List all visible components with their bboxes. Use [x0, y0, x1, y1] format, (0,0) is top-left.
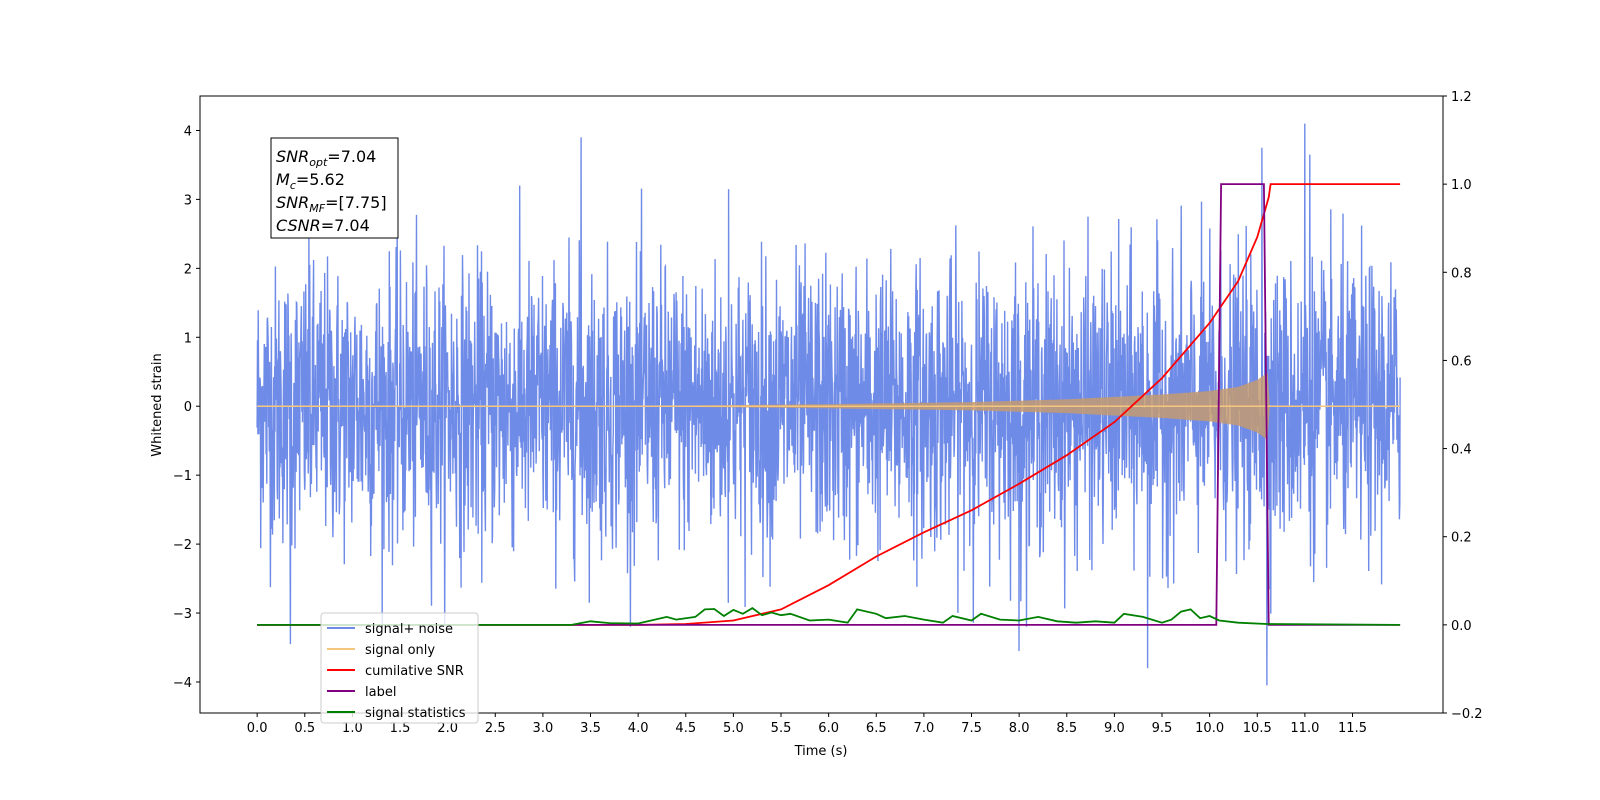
x-tick-label: 4.0 — [628, 721, 649, 736]
x-axis-label: Time (s) — [794, 744, 848, 759]
x-tick-label: 1.0 — [342, 721, 363, 736]
stats-line: SNRMF=[7.75] — [276, 193, 387, 215]
stats-box-frame — [270, 137, 399, 239]
y2-tick-label: 0.0 — [1451, 619, 1472, 634]
legend: signal+ noise signal only cumilative SNR la… — [320, 612, 479, 724]
y-tick-label: −3 — [173, 607, 192, 622]
y2-tick-label: 1.2 — [1451, 90, 1472, 105]
series-layer — [256, 123, 1401, 686]
legend-frame — [320, 612, 479, 724]
y-axis-right: −0.2 0.0 0.2 0.4 0.6 0.8 1.0 1.2 — [1443, 90, 1483, 722]
legend-label: cumilative SNR — [365, 664, 464, 679]
stats-line: CSNR=7.04 — [276, 216, 370, 235]
stats-line: SNRopt=7.04 — [276, 147, 376, 169]
x-tick-label: 6.5 — [866, 721, 887, 736]
legend-label: signal+ noise — [365, 622, 453, 637]
y2-tick-label: 0.6 — [1451, 354, 1472, 369]
x-tick-label: 11.0 — [1290, 721, 1319, 736]
stats-line: Mc=5.62 — [276, 170, 345, 192]
x-tick-label: 2.0 — [437, 721, 458, 736]
x-tick-label: 7.5 — [961, 721, 982, 736]
y-tick-label: −2 — [173, 538, 192, 553]
legend-label: signal statistics — [365, 706, 466, 721]
x-tick-label: 3.0 — [533, 721, 554, 736]
y-axis-label: Whitened strain — [150, 353, 165, 456]
y2-tick-label: 0.4 — [1451, 443, 1472, 458]
x-tick-label: 2.5 — [485, 721, 506, 736]
x-tick-label: 9.0 — [1104, 721, 1125, 736]
series-cumulative-snr — [257, 183, 1401, 626]
y2-tick-label: 1.0 — [1451, 178, 1472, 193]
x-axis: 0.0 0.5 1.0 1.5 2.0 2.5 3.0 3.5 4.0 4.5 5.0 5.5 6.0 6… — [247, 713, 1367, 736]
y2-tick-label: −0.2 — [1451, 707, 1483, 722]
y-tick-label: 2 — [184, 262, 192, 277]
series-signal-statistics — [257, 607, 1401, 626]
x-tick-label: 4.5 — [675, 721, 696, 736]
x-tick-label: 8.0 — [1009, 721, 1030, 736]
y-tick-label: 3 — [184, 193, 192, 208]
x-tick-label: 3.5 — [580, 721, 601, 736]
y-tick-label: 1 — [184, 331, 192, 346]
y-tick-label: 0 — [184, 400, 192, 415]
x-tick-label: 9.5 — [1152, 721, 1173, 736]
y2-tick-label: 0.8 — [1451, 266, 1472, 281]
plot-frame — [199, 95, 1444, 714]
x-tick-label: 8.5 — [1056, 721, 1077, 736]
legend-label: label — [365, 685, 396, 700]
x-tick-label: 5.5 — [771, 721, 792, 736]
x-tick-label: 1.5 — [390, 721, 411, 736]
x-tick-label: 0.5 — [294, 721, 315, 736]
x-tick-label: 10.0 — [1195, 721, 1224, 736]
y-tick-label: −4 — [173, 676, 192, 691]
y-tick-label: 4 — [184, 124, 192, 139]
x-tick-label: 6.0 — [818, 721, 839, 736]
x-tick-label: 7.0 — [914, 721, 935, 736]
series-signal-noise — [256, 123, 1401, 686]
legend-label: signal only — [365, 643, 435, 658]
x-tick-label: 10.5 — [1243, 721, 1272, 736]
x-tick-label: 0.0 — [247, 721, 268, 736]
y-tick-label: −1 — [173, 469, 192, 484]
y2-tick-label: 0.2 — [1451, 531, 1472, 546]
x-tick-label: 5.0 — [723, 721, 744, 736]
x-tick-label: 11.5 — [1338, 721, 1367, 736]
y-axis-left: −4 −3 −2 −1 0 1 2 3 4 — [173, 124, 200, 691]
